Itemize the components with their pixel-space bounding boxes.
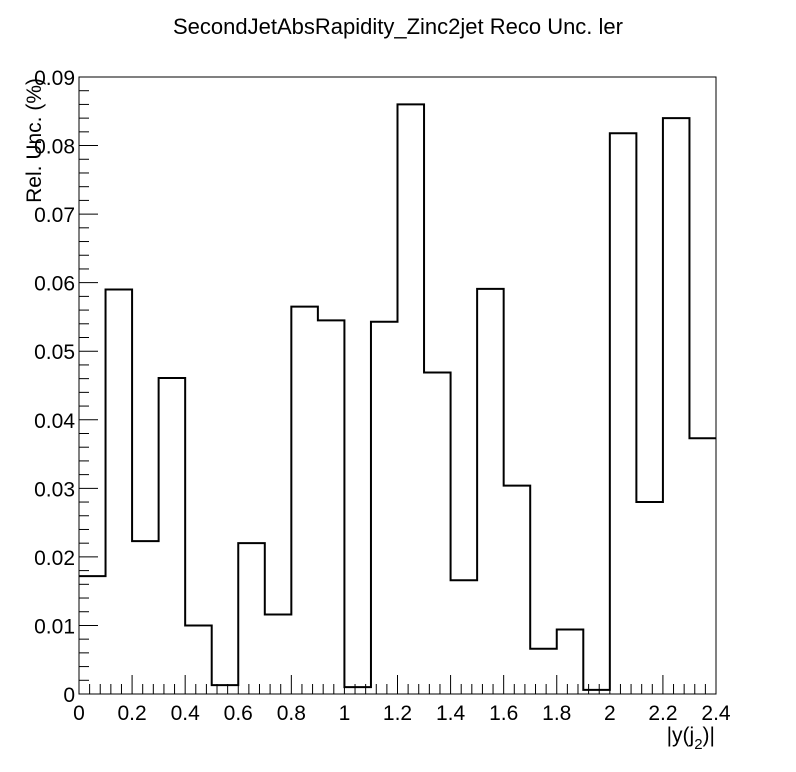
x-axis-ticks — [78, 675, 717, 694]
x-tick-label: 2 — [604, 702, 616, 725]
x-tick-label: 2.2 — [648, 702, 677, 725]
y-tick-label: 0.04 — [34, 410, 75, 433]
x-tick-label: 0.6 — [224, 702, 253, 725]
y-tick-label: 0.05 — [34, 341, 75, 364]
y-tick-label: 0.02 — [34, 547, 75, 570]
x-axis-title-suffix: )| — [703, 724, 715, 747]
x-tick-label: 1 — [339, 702, 351, 725]
x-tick-label: 0.4 — [171, 702, 201, 725]
x-tick-label: 0.8 — [277, 702, 306, 725]
x-tick-label: 1.2 — [383, 702, 412, 725]
y-axis-tick-labels: 0 0.01 0.02 0.03 0.04 0.05 0.06 0.07 0.08 0.09 — [34, 67, 75, 707]
chart-title: SecondJetAbsRapidity_Zinc2jet Reco Unc. … — [173, 14, 623, 39]
x-axis-title-subscript: 2 — [694, 736, 702, 753]
y-tick-label: 0.01 — [34, 615, 75, 638]
y-tick-label: 0.07 — [34, 204, 75, 227]
x-tick-label: 1.6 — [489, 702, 518, 725]
x-tick-label: 2.4 — [701, 702, 731, 725]
y-tick-label: 0.03 — [34, 478, 75, 501]
y-tick-label: 0 — [63, 684, 75, 707]
y-axis-title: Rel. Unc. (%) — [23, 78, 46, 203]
x-axis-title-main: |y(j — [667, 724, 695, 747]
x-axis-tick-labels: 0 0.2 0.4 0.6 0.8 1 1.2 1.4 1.6 1.8 2 2.2 2.4 — [73, 702, 731, 725]
y-tick-label: 0.09 — [34, 67, 75, 90]
y-tick-label: 0.08 — [34, 136, 75, 159]
histogram-series — [79, 103, 716, 691]
x-tick-label: 1.4 — [436, 702, 466, 725]
x-tick-label: 0.2 — [117, 702, 146, 725]
y-axis-ticks — [79, 76, 98, 695]
x-axis-title: |y(j2)| — [667, 724, 715, 753]
x-tick-label: 0 — [73, 702, 85, 725]
y-tick-label: 0.06 — [34, 273, 75, 296]
x-tick-label: 1.8 — [542, 702, 571, 725]
